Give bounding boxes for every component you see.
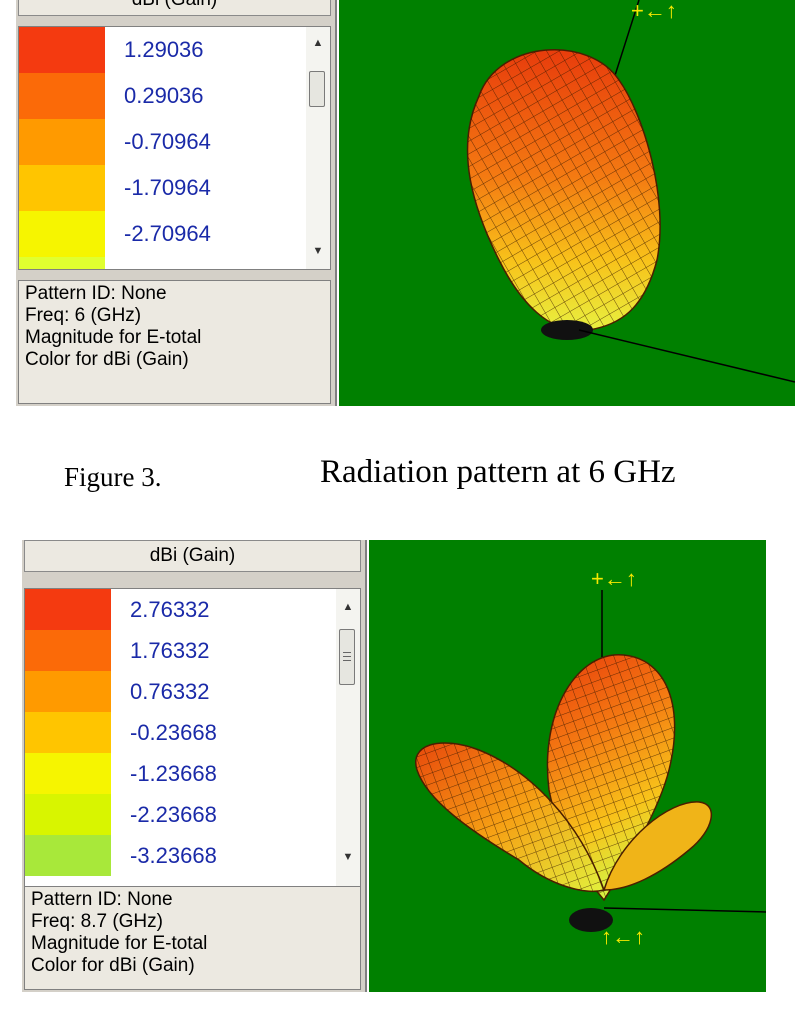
radiation-lobe-8-7ghz: +←↑ ↑←↑ [414,566,766,949]
axis-x-line [603,907,766,913]
scale-value: 0.76332 [130,679,210,704]
legend-scrollbar[interactable]: ▲ ▼ [306,27,330,269]
color-swatch [19,73,105,119]
color-mode-text: Color for dBi (Gain) [25,349,189,370]
color-swatch [25,753,111,794]
3d-pattern-viewport[interactable]: +←↑ ↑←↑ [369,540,766,992]
gain-legend-panel: dBi (Gain) 1.29036 0.29036 -0.70964 -1.7096… [16,0,337,406]
color-swatches [25,589,111,917]
scale-value: -0.70964 [124,129,211,154]
scale-value: 0.29036 [124,83,204,108]
pattern-window-8-7ghz: dBi (Gain) 2.76332 1.76332 0.76332 -0.23668… [22,540,766,992]
scale-values: 1.29036 0.29036 -0.70964 -1.70964 -2.70964 [124,27,211,257]
pattern-id-text: Pattern ID: None [25,283,167,304]
feed-point [569,908,613,932]
scale-value: -0.23668 [130,720,217,745]
scale-value: -2.23668 [130,802,217,827]
color-swatch [25,835,111,876]
pattern-info-box: Pattern ID: None Freq: 6 (GHz) Magnitude… [18,280,331,404]
3d-pattern-viewport[interactable]: +←↑ [339,0,795,406]
scroll-up-arrow-icon[interactable]: ▲ [342,601,354,613]
scale-value: -1.23668 [130,761,217,786]
scale-values: 2.76332 1.76332 0.76332 -0.23668 -1.23668 -2.… [130,589,217,876]
frequency-text: Freq: 8.7 (GHz) [31,911,163,932]
axis-label-top: +←↑ [591,566,637,591]
magnitude-text: Magnitude for E-total [31,933,208,954]
color-swatch [19,211,105,257]
color-swatch [25,794,111,835]
radiation-lobe-6ghz: +←↑ [466,0,795,383]
color-swatch [19,27,105,73]
axis-x-line [578,329,795,383]
scale-value: 1.29036 [124,37,204,62]
color-swatch [25,589,111,630]
scroll-thumb[interactable] [339,629,355,685]
color-swatch [19,119,105,165]
axis-z-line [610,0,640,89]
scale-value: 1.76332 [130,638,210,663]
scroll-up-arrow-icon[interactable]: ▲ [312,37,324,49]
scroll-down-arrow-icon[interactable]: ▼ [312,245,324,257]
color-swatch [25,712,111,753]
legend-header: dBi (Gain) [18,0,331,16]
legend-scrollbar[interactable]: ▲ ▼ [336,589,360,917]
color-swatch [19,165,105,211]
scale-value: -1.70964 [124,175,211,200]
pattern-info-box: Pattern ID: None Freq: 8.7 (GHz) Magnitu… [24,886,361,990]
figure-label: Figure 3. [64,462,162,492]
scale-value: -3.23668 [130,843,217,868]
frequency-text: Freq: 6 (GHz) [25,305,142,326]
color-swatch [19,257,105,269]
color-swatches [19,27,105,269]
axis-label: +←↑ [631,0,677,23]
scale-value: 2.76332 [130,597,210,622]
scroll-down-arrow-icon[interactable]: ▼ [342,851,354,863]
color-scale-list[interactable]: 2.76332 1.76332 0.76332 -0.23668 -1.23668 -2.… [24,588,361,918]
color-swatch [25,671,111,712]
scale-value: -2.70964 [124,221,211,246]
color-mode-text: Color for dBi (Gain) [31,955,195,976]
side-lobe [602,801,713,891]
color-scale-list[interactable]: 1.29036 0.29036 -0.70964 -1.70964 -2.70964 ▲… [18,26,331,270]
feed-point [541,320,593,340]
axis-label-bottom: ↑←↑ [601,924,645,949]
color-swatch [25,630,111,671]
pattern-window-6ghz: dBi (Gain) 1.29036 0.29036 -0.70964 -1.7096… [16,0,795,406]
figure-title: Radiation pattern at 6 GHz [320,454,676,490]
magnitude-text: Magnitude for E-total [25,327,202,348]
scroll-thumb[interactable] [309,71,325,107]
pattern-id-text: Pattern ID: None [31,889,173,910]
legend-header: dBi (Gain) [24,540,361,572]
gain-legend-panel: dBi (Gain) 2.76332 1.76332 0.76332 -0.23668… [22,540,367,992]
